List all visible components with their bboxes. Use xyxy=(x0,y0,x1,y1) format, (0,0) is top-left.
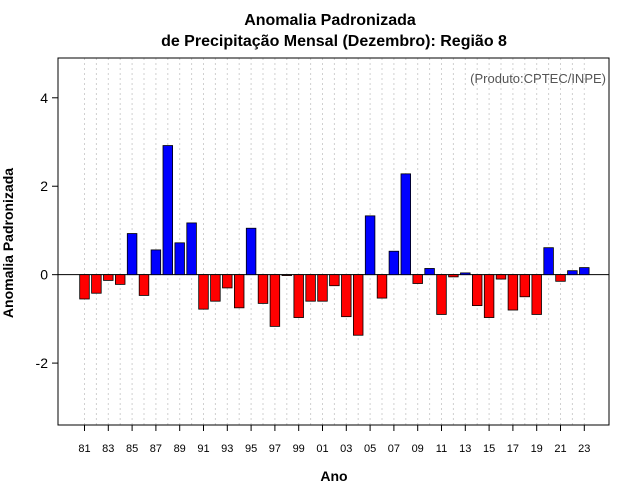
bar xyxy=(233,274,245,309)
x-tick-label: 83 xyxy=(102,443,114,455)
bar xyxy=(79,274,90,300)
x-tick-label: 87 xyxy=(150,443,162,455)
x-tick-label: 05 xyxy=(364,443,376,455)
x-tick-label: 01 xyxy=(316,443,328,455)
bar xyxy=(91,274,102,294)
x-axis: 81 83 85 87 89 91 93 95 97 99 01 03 05 07 09 11 13 15 17 19… xyxy=(78,425,590,455)
bar xyxy=(317,274,328,302)
bars xyxy=(79,145,590,336)
y-tick-label: 4 xyxy=(40,90,48,106)
bar xyxy=(364,215,376,276)
x-tick-label: 85 xyxy=(126,443,138,455)
bar xyxy=(424,268,435,276)
x-tick-label: 21 xyxy=(554,443,566,455)
bar xyxy=(257,274,269,304)
bar xyxy=(579,267,590,276)
gridlines xyxy=(84,58,585,425)
x-tick-label: 13 xyxy=(459,443,471,455)
x-tick-label: 81 xyxy=(78,443,90,455)
y-axis: -2 0 2 4 xyxy=(36,90,58,371)
bar xyxy=(198,274,209,310)
bar xyxy=(519,274,531,298)
x-tick-label: 07 xyxy=(388,443,400,455)
bar xyxy=(412,274,423,284)
bar xyxy=(460,272,471,276)
bar xyxy=(245,227,257,276)
y-axis-title: Anomalia Padronizada xyxy=(0,168,16,318)
bar xyxy=(448,274,459,278)
x-tick-label: 15 xyxy=(483,443,495,455)
x-tick-label: 91 xyxy=(197,443,209,455)
bar xyxy=(138,274,150,296)
bar xyxy=(174,242,185,276)
bar xyxy=(115,274,126,285)
bar xyxy=(376,274,388,299)
bar xyxy=(269,274,281,327)
bar xyxy=(400,173,412,276)
bar xyxy=(436,274,447,315)
x-tick-label: 09 xyxy=(412,443,424,455)
bar xyxy=(150,249,162,276)
x-axis-title: Ano xyxy=(320,468,347,484)
x-tick-label: 23 xyxy=(578,443,590,455)
chart-title-line2: de Precipitação Mensal (Dezembro): Regiã… xyxy=(161,33,507,50)
bar xyxy=(222,274,233,289)
bar xyxy=(495,274,507,280)
bar xyxy=(186,222,197,276)
bar xyxy=(329,274,340,287)
bar xyxy=(567,270,578,276)
bar xyxy=(341,274,352,318)
bar xyxy=(388,250,400,276)
y-tick-label: -2 xyxy=(36,355,49,371)
bar xyxy=(126,233,138,276)
x-tick-label: 17 xyxy=(507,443,519,455)
bar xyxy=(507,274,519,311)
x-tick-label: 95 xyxy=(245,443,257,455)
x-tick-label: 03 xyxy=(340,443,352,455)
bar xyxy=(543,247,554,276)
bar xyxy=(531,274,542,315)
x-tick-label: 11 xyxy=(436,443,447,455)
x-tick-label: 19 xyxy=(531,443,543,455)
bar xyxy=(483,274,495,318)
product-credit: (Produto:CPTEC/INPE) xyxy=(470,71,606,86)
y-tick-label: 0 xyxy=(40,267,48,283)
bar xyxy=(471,274,483,307)
bar xyxy=(555,274,566,282)
x-tick-label: 89 xyxy=(174,443,186,455)
x-tick-label: 99 xyxy=(293,443,305,455)
x-tick-label: 97 xyxy=(269,443,281,455)
bar xyxy=(281,274,293,276)
bar xyxy=(162,145,174,276)
plot-frame xyxy=(57,57,610,426)
bar xyxy=(305,274,316,302)
bar xyxy=(210,274,221,302)
y-tick-label: 2 xyxy=(40,178,48,194)
bar xyxy=(103,274,114,281)
bar xyxy=(293,274,304,318)
x-tick-label: 93 xyxy=(221,443,233,455)
bar xyxy=(352,274,364,336)
chart-title-line1: Anomalia Padronizada xyxy=(244,12,416,29)
